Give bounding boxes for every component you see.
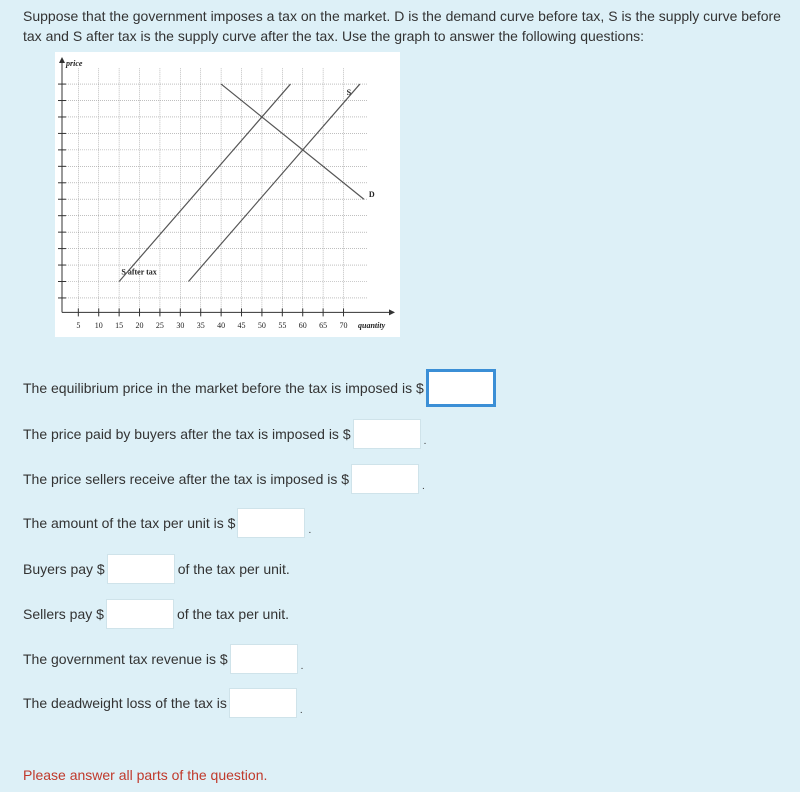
question-row: The government tax revenue is $.: [23, 641, 303, 677]
x-tick-label: 35: [197, 321, 205, 330]
question-row: The deadweight loss of the tax is.: [23, 685, 303, 721]
question-suffix: .: [422, 480, 425, 492]
question-text: The amount of the tax per unit is $: [23, 515, 236, 531]
x-tick-label: 65: [319, 321, 327, 330]
question-row: The equilibrium price in the market befo…: [23, 369, 499, 407]
chart: 5101520253035404550556065700.511.522.533…: [55, 52, 400, 337]
answer-input[interactable]: [105, 599, 174, 629]
line-label: S after tax: [121, 267, 156, 276]
question-text: The price paid by buyers after the tax i…: [23, 426, 351, 442]
answer-input[interactable]: [106, 554, 175, 584]
answer-input[interactable]: [237, 508, 306, 538]
x-tick-label: 70: [340, 321, 348, 330]
question-text: The price sellers receive after the tax …: [23, 471, 350, 487]
x-tick-label: 15: [115, 321, 123, 330]
question-text: The equilibrium price in the market befo…: [23, 380, 424, 396]
question-row: Sellers pay $ of the tax per unit.: [23, 596, 289, 632]
question-suffix: of the tax per unit.: [176, 606, 290, 622]
x-tick-label: 55: [278, 321, 286, 330]
answer-input[interactable]: [229, 644, 298, 674]
x-tick-label: 20: [136, 321, 144, 330]
question-suffix: .: [300, 660, 304, 672]
question-row: Buyers pay $ of the tax per unit.: [23, 551, 290, 587]
x-axis-arrow: [389, 309, 395, 316]
x-tick-label: 10: [95, 321, 103, 330]
line-label: D: [369, 190, 375, 199]
question-suffix: .: [308, 524, 312, 536]
error-message: Please answer all parts of the question.: [23, 767, 268, 783]
question-row: The price sellers receive after the tax …: [23, 461, 425, 497]
question-row: The amount of the tax per unit is $.: [23, 505, 311, 541]
x-tick-label: 25: [156, 321, 164, 330]
question-suffix: .: [299, 704, 303, 716]
x-tick-label: 30: [176, 321, 184, 330]
answer-input[interactable]: [228, 688, 297, 718]
x-tick-label: 45: [238, 321, 246, 330]
x-tick-label: 40: [217, 321, 225, 330]
x-tick-label: 5: [76, 321, 80, 330]
y-axis-label: price: [65, 59, 83, 68]
question-intro: Suppose that the government imposes a ta…: [23, 8, 781, 44]
answer-input[interactable]: [352, 419, 421, 449]
y-axis-arrow: [59, 57, 65, 63]
question-text: The deadweight loss of the tax is: [23, 695, 227, 711]
question-text: Sellers pay $: [23, 606, 104, 622]
x-tick-label: 60: [299, 321, 307, 330]
answer-input[interactable]: [351, 464, 420, 494]
question-text: Buyers pay $: [23, 561, 105, 577]
question-text: The government tax revenue is $: [23, 651, 228, 667]
question-row: The price paid by buyers after the tax i…: [23, 416, 426, 452]
question-suffix: .: [423, 435, 427, 447]
question-suffix: of the tax per unit.: [177, 561, 290, 577]
line-label: S: [347, 88, 352, 97]
x-tick-label: 50: [258, 321, 266, 330]
x-axis-label: quantity: [358, 321, 386, 330]
supply-demand-line: [220, 83, 365, 200]
supply-demand-line: [188, 83, 361, 282]
answer-input[interactable]: [425, 369, 496, 407]
